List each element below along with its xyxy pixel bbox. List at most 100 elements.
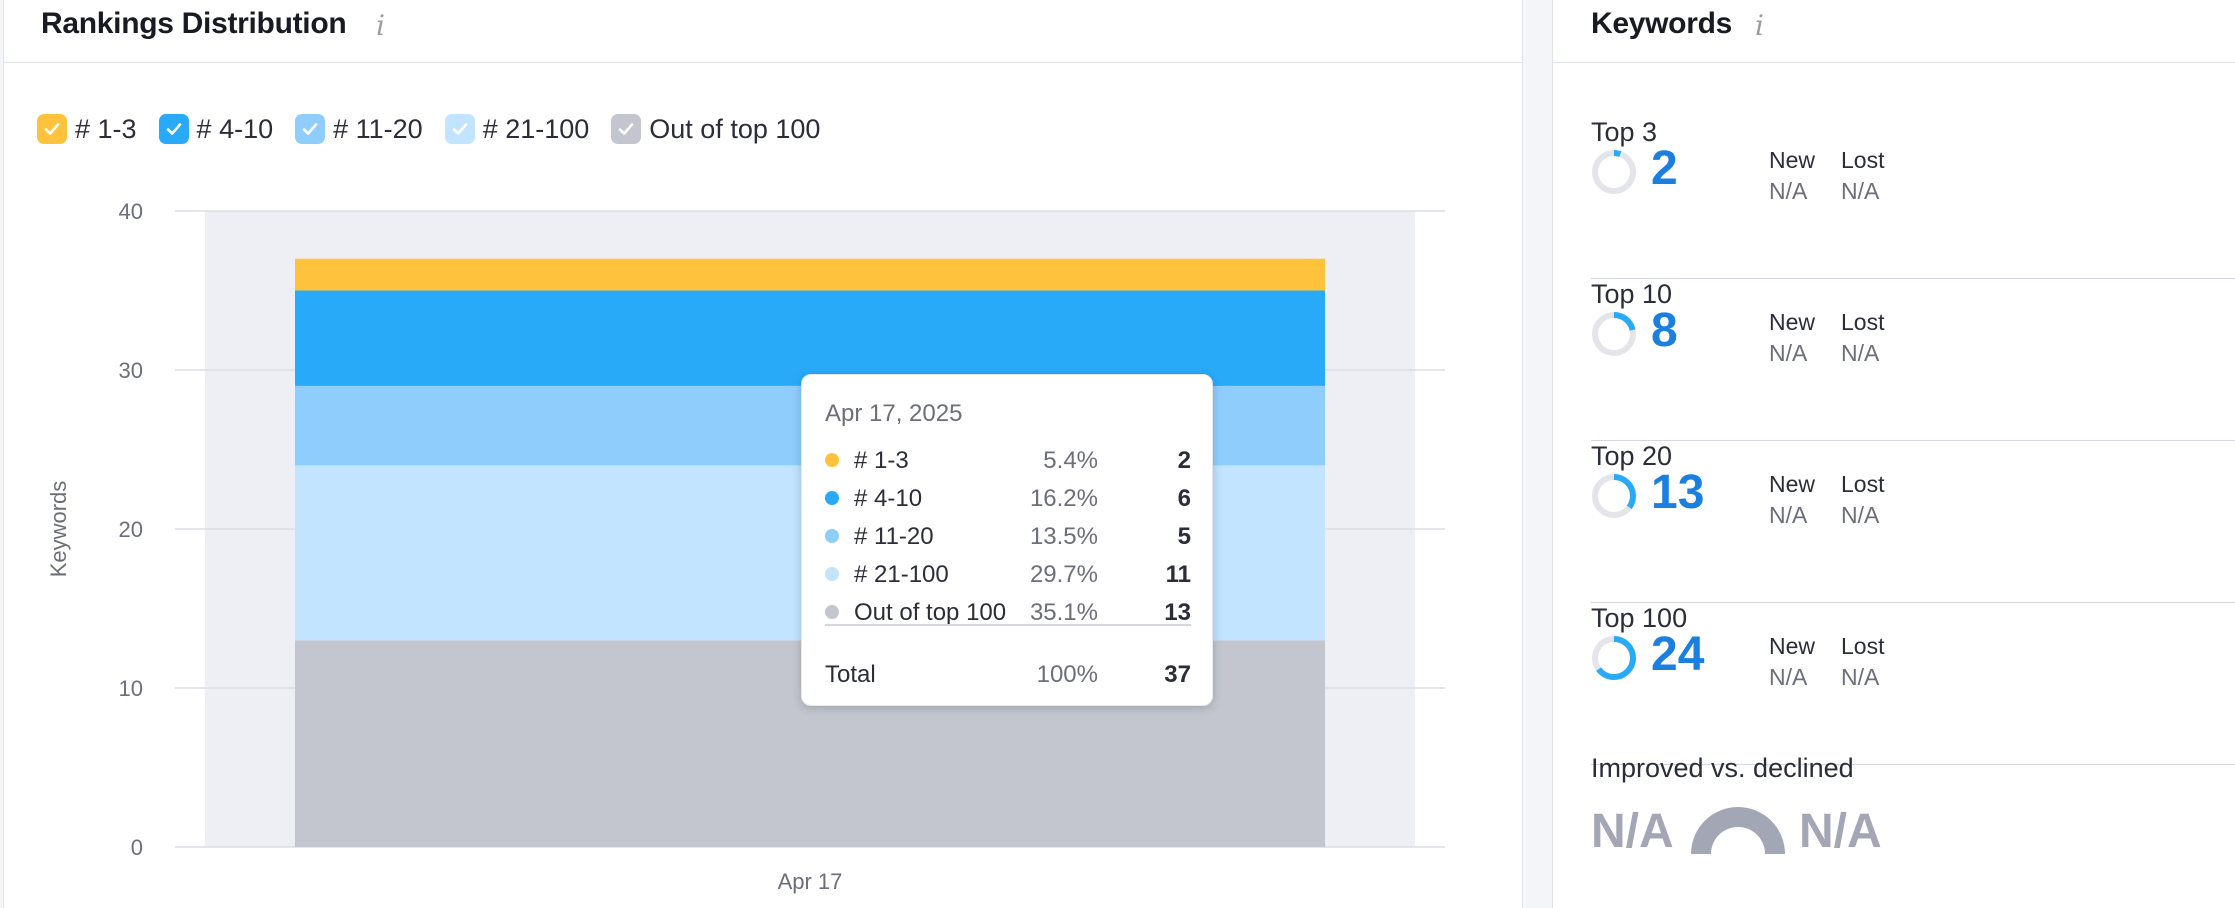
keywords-info-icon[interactable]: i bbox=[1755, 9, 1764, 42]
series-dot-icon bbox=[825, 605, 839, 619]
new-label: New bbox=[1769, 471, 1816, 497]
lost-column: Lost N/A bbox=[1841, 147, 1884, 205]
lost-label: Lost bbox=[1841, 309, 1885, 335]
new-label: New bbox=[1769, 309, 1816, 335]
keywords-title: Keywords bbox=[1591, 7, 1732, 40]
tooltip-series-name: # 1-3 bbox=[854, 447, 909, 474]
keyword-block-label: Top 10 bbox=[1591, 279, 1673, 309]
tooltip-total-pct: 100% bbox=[1036, 661, 1098, 688]
gauge-arc bbox=[1691, 807, 1785, 854]
new-value: N/A bbox=[1769, 178, 1808, 204]
tooltip-series-value: 2 bbox=[1177, 447, 1191, 474]
y-tick-label: 30 bbox=[119, 358, 143, 383]
y-axis-title: Keywords bbox=[46, 481, 71, 578]
rankings-chart: 0 10 20 30 40 Keywords Apr 17 bbox=[46, 199, 1445, 894]
legend-label: Out of top 100 bbox=[649, 113, 821, 144]
checkbox-icon[interactable] bbox=[37, 114, 67, 144]
rankings-header: Rankings Distribution i bbox=[4, 1, 1522, 63]
new-value: N/A bbox=[1769, 502, 1808, 528]
new-value: N/A bbox=[1769, 340, 1808, 366]
x-tick-label: Apr 17 bbox=[778, 869, 843, 894]
series-dot-icon bbox=[825, 529, 839, 543]
checkbox-icon[interactable] bbox=[611, 114, 642, 144]
tooltip-row: # 11-20 13.5% 5 bbox=[825, 521, 1191, 551]
rankings-title: Rankings Distribution bbox=[41, 7, 347, 40]
series-dot-icon bbox=[825, 453, 839, 467]
legend-item[interactable]: # 1-3 bbox=[37, 114, 137, 145]
lost-label: Lost bbox=[1841, 471, 1885, 497]
keyword-block: Top 20 13 New N/A Lost N/A bbox=[1591, 441, 2235, 603]
tooltip-row: # 1-3 5.4% 2 bbox=[825, 445, 1191, 475]
series-dot-icon bbox=[825, 491, 839, 505]
lost-column: Lost N/A bbox=[1841, 633, 1884, 691]
new-column: New N/A bbox=[1769, 147, 1815, 205]
new-column: New N/A bbox=[1769, 471, 1815, 529]
legend-label: # 4-10 bbox=[196, 113, 274, 144]
legend-item[interactable]: # 4-10 bbox=[158, 113, 274, 145]
donut-icon bbox=[1592, 474, 1636, 518]
improved-value: N/A bbox=[1591, 805, 1674, 858]
chart-tooltip: Apr 17, 2025 # 1-3 5.4% 2 # 4-10 16.2% 6 # 11-… bbox=[801, 374, 1213, 706]
tooltip-series-name: # 4-10 bbox=[854, 485, 923, 512]
checkbox-icon[interactable] bbox=[158, 114, 189, 144]
tooltip-series-pct: 35.1% bbox=[1029, 599, 1098, 626]
tooltip-series-pct: 29.7% bbox=[1029, 561, 1098, 588]
tooltip-series-pct: 5.4% bbox=[1043, 447, 1098, 474]
tooltip-row: # 4-10 16.2% 6 bbox=[825, 483, 1191, 513]
tooltip-series-value: 5 bbox=[1177, 523, 1191, 550]
legend-label: # 11-20 bbox=[333, 113, 423, 144]
y-tick-label: 40 bbox=[119, 199, 143, 224]
new-column: New N/A bbox=[1769, 633, 1815, 691]
legend-item[interactable]: # 21-100 bbox=[444, 113, 590, 145]
keyword-block-label: Top 20 bbox=[1591, 441, 1673, 471]
improved-vs-declined-label: Improved vs. declined bbox=[1591, 753, 1854, 783]
lost-value: N/A bbox=[1841, 178, 1880, 204]
keyword-count[interactable]: 13 bbox=[1651, 466, 1705, 519]
lost-value: N/A bbox=[1841, 664, 1880, 690]
donut-icon bbox=[1592, 312, 1636, 356]
keyword-count[interactable]: 24 bbox=[1651, 628, 1705, 681]
tooltip-date: Apr 17, 2025 bbox=[825, 400, 963, 427]
tooltip-series-pct: 16.2% bbox=[1029, 485, 1098, 512]
lost-column: Lost N/A bbox=[1841, 309, 1884, 367]
keyword-block: Top 100 24 New N/A Lost N/A bbox=[1591, 603, 2235, 765]
keyword-block-label: Top 3 bbox=[1591, 117, 1658, 147]
improved-declined-gauge bbox=[1691, 807, 1785, 854]
tooltip-series-name: # 21-100 bbox=[854, 561, 949, 588]
keyword-block: Top 10 8 New N/A Lost N/A bbox=[1591, 279, 2235, 441]
series-dot-icon bbox=[825, 567, 839, 581]
keyword-block-label: Top 100 bbox=[1591, 603, 1688, 633]
keyword-count[interactable]: 8 bbox=[1651, 304, 1678, 357]
tooltip-total-row: Total 100% 37 bbox=[825, 659, 1191, 689]
legend-item[interactable]: # 11-20 bbox=[295, 114, 423, 145]
keyword-block: Top 3 2 New N/A Lost N/A bbox=[1591, 117, 2235, 279]
y-tick-label: 20 bbox=[119, 517, 143, 542]
lost-column: Lost N/A bbox=[1841, 471, 1884, 529]
bar-segment bbox=[295, 290, 1325, 386]
tooltip-total-label: Total bbox=[825, 661, 876, 688]
new-value: N/A bbox=[1769, 664, 1808, 690]
checkbox-icon[interactable] bbox=[295, 114, 326, 144]
tooltip-divider bbox=[825, 624, 1191, 626]
new-label: New bbox=[1769, 633, 1816, 659]
y-tick-label: 0 bbox=[131, 835, 143, 860]
donut-icon bbox=[1592, 150, 1636, 194]
legend-label: # 1-3 bbox=[75, 113, 137, 144]
legend-label: # 21-100 bbox=[482, 113, 590, 144]
checkbox-icon[interactable] bbox=[444, 114, 475, 144]
keyword-count[interactable]: 2 bbox=[1651, 142, 1678, 195]
keywords-header: Keywords i bbox=[1553, 1, 2235, 63]
declined-value: N/A bbox=[1799, 805, 1882, 858]
tooltip-series-name: Out of top 100 bbox=[854, 599, 1007, 626]
y-tick-label: 10 bbox=[119, 676, 143, 701]
legend-item[interactable]: Out of top 100 bbox=[611, 114, 820, 145]
tooltip-row: Out of top 100 35.1% 13 bbox=[825, 597, 1191, 627]
tooltip-series-value: 11 bbox=[1165, 561, 1191, 588]
chart-legend: # 1-3 # 4-10 # 11-20 # 21-100 Out of top 100 bbox=[37, 112, 842, 146]
lost-label: Lost bbox=[1841, 633, 1885, 659]
lost-label: Lost bbox=[1841, 147, 1885, 173]
tooltip-series-value: 6 bbox=[1177, 485, 1191, 512]
new-column: New N/A bbox=[1769, 309, 1815, 367]
rankings-info-icon[interactable]: i bbox=[376, 9, 385, 42]
tooltip-series-pct: 13.5% bbox=[1029, 523, 1098, 550]
